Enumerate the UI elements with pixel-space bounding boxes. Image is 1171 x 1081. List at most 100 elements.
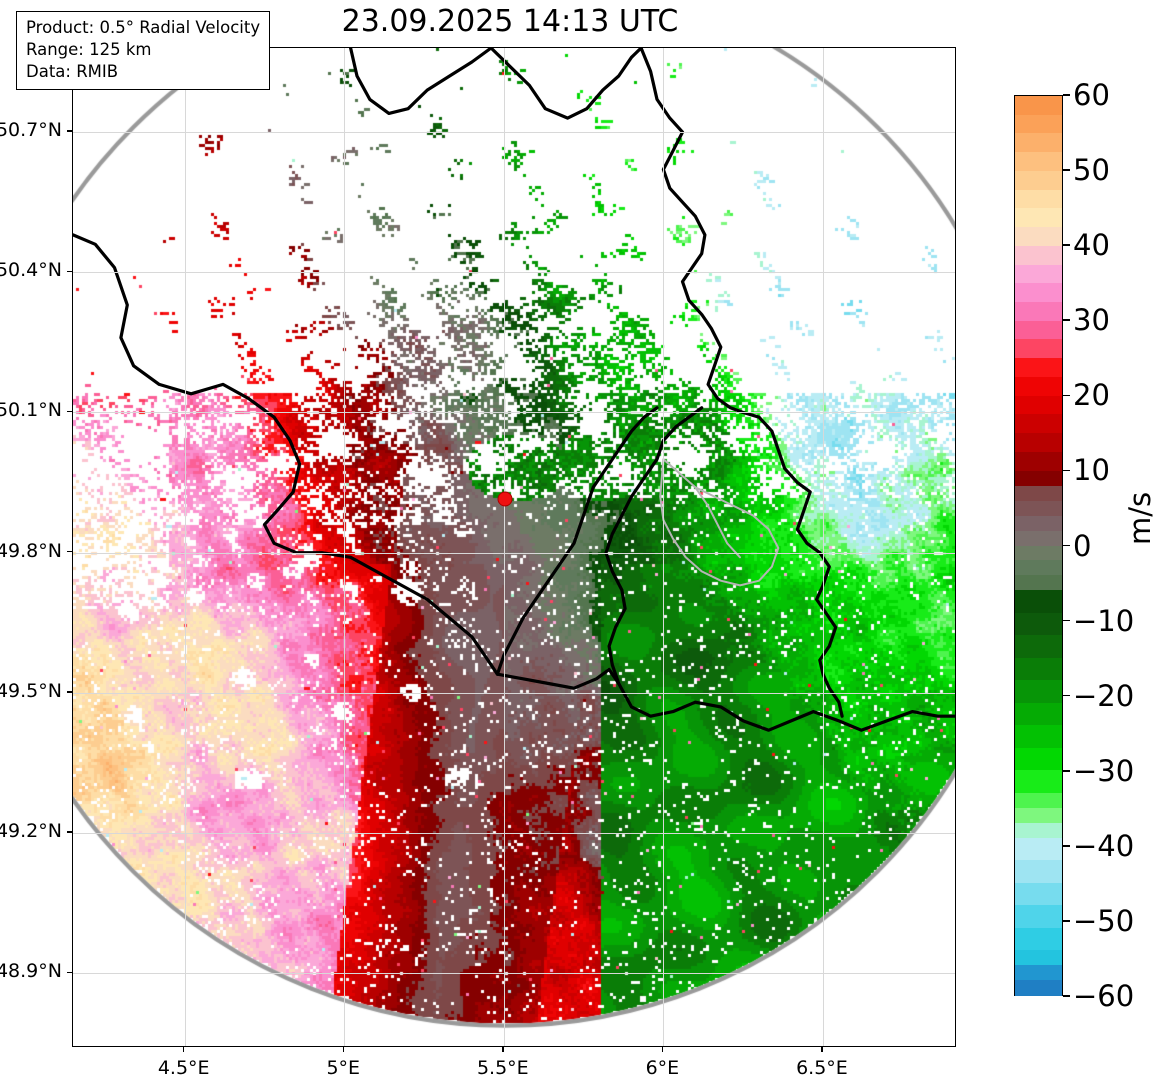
colorbar-band [1015,995,1062,997]
x-tickmark [342,1047,344,1052]
colorbar-band [1015,208,1062,229]
colorbar-band [1015,339,1062,360]
colorbar-tickmark [1063,169,1070,171]
colorbar-band [1015,500,1062,517]
y-tickmark [67,270,72,272]
colorbar-tickmark [1063,319,1070,322]
gridline-latitude [73,552,955,554]
colorbar-band [1015,320,1062,341]
colorbar-band [1015,905,1062,929]
colorbar-band [1015,882,1062,907]
colorbar-band [1015,747,1062,772]
colorbar-tickmark [1063,544,1070,547]
colorbar-tick-label: −30 [1073,753,1135,788]
colorbar-band [1015,485,1062,502]
colorbar-band [1015,170,1062,191]
colorbar-band [1015,590,1062,614]
info-data-line: Data: RMIB [26,61,119,81]
colorbar-tickmark [1063,845,1070,847]
colorbar-tickmark [1063,995,1070,997]
y-axis-tick-label: 50.1°N [0,399,62,422]
colorbar-band [1015,96,1062,116]
colorbar-band [1015,680,1062,704]
y-tickmark [67,550,72,553]
x-tickmark [821,1047,823,1052]
colorbar-tickmark [1063,769,1070,772]
colorbar-tickmark [1063,920,1070,922]
gridline-longitude [663,48,665,1046]
colorbar-gradient [1015,96,1062,997]
colorbar-band [1015,980,1062,997]
x-axis-tick-label: 5°E [326,1057,361,1079]
colorbar-band [1015,515,1062,532]
page-title: 23.09.2025 14:13 UTC [341,4,679,39]
colorbar-band [1015,725,1062,749]
gridline-latitude [73,973,955,975]
colorbar-band [1015,358,1062,378]
colorbar-band [1015,133,1062,154]
colorbar-band [1015,376,1062,397]
colorbar-tick-label: 40 [1073,228,1110,263]
y-axis-tick-label: 48.9°N [0,960,62,983]
colorbar-tick-label: −10 [1073,603,1135,638]
colorbar-band [1015,451,1062,472]
colorbar-tick-label: −50 [1073,903,1135,938]
x-tickmark [502,1047,504,1052]
gridline-longitude [822,48,824,1046]
colorbar-band [1015,470,1062,487]
colorbar-band [1015,860,1062,884]
x-axis-tick-label: 6.5°E [796,1057,848,1079]
colorbar-band [1015,245,1062,266]
colorbar-band [1015,545,1062,562]
product-info-box: Product: 0.5° Radial Velocity Range: 125… [16,11,271,90]
colorbar-tick-label: 0 [1073,528,1092,563]
colorbar-tickmark [1063,694,1070,697]
colorbar-tick-label: 60 [1073,78,1110,112]
colorbar-band [1015,227,1062,247]
radar-site-marker [497,491,513,507]
x-axis-tick-label: 6°E [645,1057,680,1079]
gridline-latitude [73,692,955,694]
radar-plot-frame [72,47,956,1047]
colorbar-band [1015,702,1062,727]
y-axis-tick-label: 50.4°N [0,259,62,282]
colorbar-band [1015,302,1062,322]
colorbar-band [1015,560,1062,577]
plot-clip [73,48,955,1046]
colorbar-band [1015,635,1062,659]
gridline-longitude [184,48,186,1046]
colorbar-tick-label: −60 [1073,979,1135,1013]
y-axis-tick-label: 49.5°N [0,679,62,702]
colorbar-tick-label: −40 [1073,828,1135,863]
colorbar-band [1015,575,1062,592]
colorbar-tickmark [1063,244,1070,246]
colorbar-tickmark [1063,94,1070,96]
gridline-longitude [344,48,346,1046]
gridline-latitude [73,412,955,414]
velocity-colorbar [1014,95,1063,997]
x-axis-tick-label: 5.5°E [476,1057,529,1079]
colorbar-tick-label: 50 [1073,153,1110,188]
colorbar-tick-label: 10 [1073,453,1110,488]
colorbar-band [1015,395,1062,416]
colorbar-band [1015,612,1062,637]
colorbar-band [1015,114,1062,135]
x-axis-tick-label: 4.5°E [157,1057,210,1079]
colorbar-tickmark [1063,394,1070,397]
info-product-line: Product: 0.5° Radial Velocity [26,18,261,37]
gridline-latitude [73,833,955,835]
y-axis-tick-label: 49.2°N [0,820,62,843]
colorbar-tick-label: 30 [1073,303,1110,338]
colorbar-band [1015,433,1062,453]
colorbar-band [1015,770,1062,794]
colorbar-band [1015,657,1062,682]
colorbar-tick-label: −20 [1073,678,1135,713]
y-tickmark [67,691,72,693]
colorbar-band [1015,414,1062,435]
colorbar-band [1015,264,1062,285]
colorbar-band [1015,950,1062,967]
x-tickmark [182,1047,185,1052]
y-tickmark [67,831,72,833]
gridline-latitude [73,272,955,274]
colorbar-band [1015,283,1062,304]
